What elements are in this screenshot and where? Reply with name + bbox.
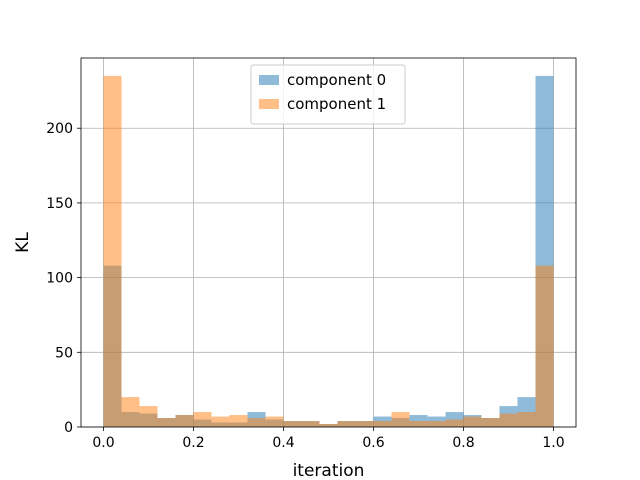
bar-series-1 [409, 421, 428, 427]
x-tick-label: 0.6 [362, 435, 384, 451]
bar-series-1 [283, 421, 302, 427]
bar-series-1 [445, 419, 464, 427]
bar-series-1 [535, 265, 554, 427]
legend: component 0 component 1 [250, 64, 406, 125]
bars [103, 75, 554, 427]
x-tick-label: 0.0 [92, 435, 114, 451]
bar-series-1 [355, 421, 374, 427]
bar-series-1 [193, 412, 212, 427]
bar-series-1 [499, 413, 518, 427]
legend-box [250, 64, 406, 125]
y-tick-label: 50 [55, 345, 73, 361]
bar-series-1 [463, 416, 482, 427]
legend-label: component 0 [287, 71, 386, 89]
bar-series-1 [265, 416, 284, 427]
x-tick-label: 0.2 [182, 435, 204, 451]
bar-series-1 [391, 412, 410, 427]
x-tick-label: 1.0 [542, 435, 564, 451]
bar-series-1 [337, 421, 356, 427]
y-tick-label: 100 [46, 271, 73, 287]
y-axis-label: KL [13, 232, 33, 253]
bar-series-1 [103, 75, 122, 427]
bar-series-1 [481, 418, 500, 427]
bar-series-1 [301, 421, 320, 427]
ticks: 0.0 0.2 0.4 0.6 0.8 1.0 0 50 100 150 200 [46, 121, 564, 451]
bar-series-1 [139, 406, 158, 427]
bar-series-1 [175, 415, 194, 427]
legend-swatch [259, 75, 279, 85]
bar-series-1 [517, 412, 536, 427]
y-tick-label: 150 [46, 196, 73, 212]
x-axis-label: iteration [293, 461, 365, 480]
x-tick-label: 0.8 [452, 435, 474, 451]
legend-swatch [259, 99, 279, 109]
bar-series-1 [427, 421, 446, 427]
bar-series-1 [121, 397, 140, 427]
bar-series-1 [157, 418, 176, 427]
y-tick-label: 0 [64, 420, 73, 436]
y-tick-label: 200 [46, 121, 73, 137]
bar-series-1 [319, 424, 338, 427]
bar-series-1 [247, 418, 266, 427]
x-tick-label: 0.4 [272, 435, 294, 451]
plot-frame [80, 57, 577, 428]
bar-series-1 [373, 421, 392, 427]
bar-series-1 [211, 416, 230, 427]
bar-series-1 [229, 415, 248, 427]
legend-label: component 1 [287, 95, 386, 113]
